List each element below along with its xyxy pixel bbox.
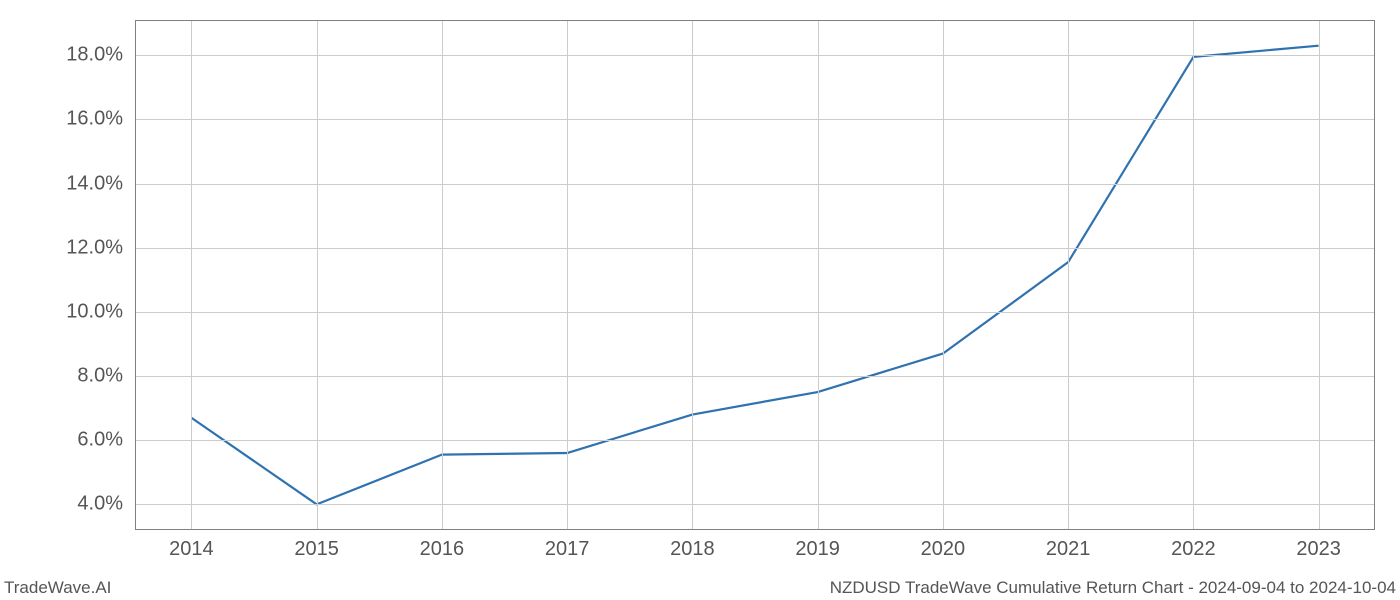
grid-line-vertical [1193, 20, 1194, 530]
y-tick-label: 4.0% [77, 493, 123, 516]
grid-line-vertical [442, 20, 443, 530]
chart-container: TradeWave.AI NZDUSD TradeWave Cumulative… [0, 0, 1400, 600]
x-tick-label: 2018 [670, 538, 715, 561]
axis-spine [1374, 20, 1375, 530]
grid-line-horizontal [135, 55, 1375, 56]
x-tick-label: 2019 [795, 538, 840, 561]
x-tick-label: 2020 [921, 538, 966, 561]
x-tick-label: 2016 [420, 538, 465, 561]
y-tick-label: 10.0% [66, 300, 123, 323]
grid-line-vertical [317, 20, 318, 530]
grid-line-horizontal [135, 184, 1375, 185]
grid-line-vertical [943, 20, 944, 530]
y-tick-label: 6.0% [77, 429, 123, 452]
footer-left-label: TradeWave.AI [4, 578, 111, 598]
x-tick-label: 2015 [294, 538, 339, 561]
grid-line-horizontal [135, 440, 1375, 441]
grid-line-vertical [191, 20, 192, 530]
grid-line-vertical [1068, 20, 1069, 530]
return-line [191, 46, 1318, 505]
grid-line-vertical [567, 20, 568, 530]
x-tick-label: 2014 [169, 538, 214, 561]
grid-line-horizontal [135, 248, 1375, 249]
axis-spine [135, 20, 1375, 21]
x-tick-label: 2017 [545, 538, 590, 561]
grid-line-horizontal [135, 504, 1375, 505]
line-series [135, 20, 1375, 530]
grid-line-vertical [692, 20, 693, 530]
footer-right-label: NZDUSD TradeWave Cumulative Return Chart… [830, 578, 1396, 598]
plot-area [135, 20, 1375, 530]
grid-line-horizontal [135, 376, 1375, 377]
grid-line-vertical [1319, 20, 1320, 530]
y-tick-label: 12.0% [66, 236, 123, 259]
axis-spine [135, 529, 1375, 530]
y-tick-label: 16.0% [66, 108, 123, 131]
x-tick-label: 2022 [1171, 538, 1216, 561]
y-tick-label: 14.0% [66, 172, 123, 195]
grid-line-horizontal [135, 119, 1375, 120]
x-tick-label: 2023 [1296, 538, 1341, 561]
grid-line-horizontal [135, 312, 1375, 313]
x-tick-label: 2021 [1046, 538, 1091, 561]
axis-spine [135, 20, 136, 530]
grid-line-vertical [818, 20, 819, 530]
y-tick-label: 18.0% [66, 44, 123, 67]
y-tick-label: 8.0% [77, 365, 123, 388]
